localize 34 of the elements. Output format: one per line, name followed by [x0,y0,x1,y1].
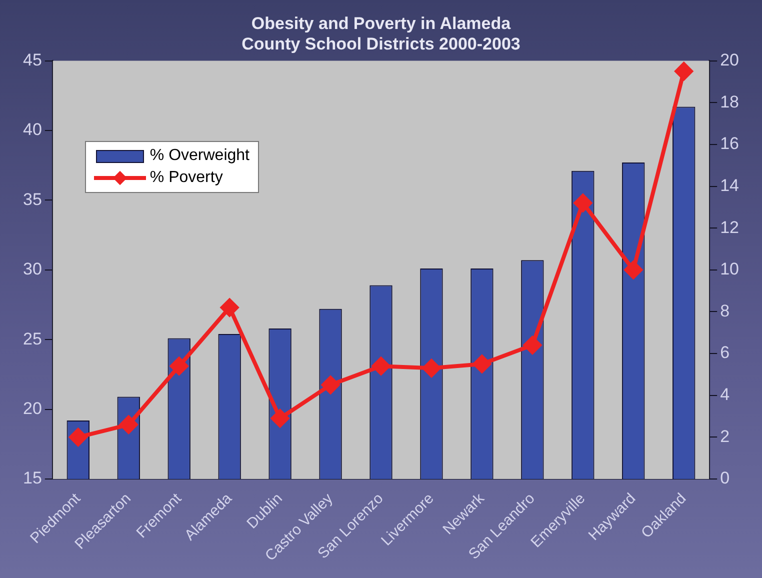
point [674,62,693,80]
y2-tick-label: 4 [720,385,730,404]
point [220,298,239,317]
y2-tick-label: 20 [720,50,740,70]
y-tick-label: 40 [22,120,42,140]
y-tick-label: 20 [22,398,42,418]
y2-tick-label: 0 [720,468,730,488]
y-tick-label: 25 [22,329,42,348]
y-tick-label: 45 [22,50,42,70]
point [574,194,592,212]
y2-tick-label: 10 [720,260,740,279]
point [271,409,290,428]
point [372,357,390,376]
legend-label: % Overweight [150,146,250,166]
y2-tick-label: 2 [720,426,730,446]
y2-tick-label: 6 [720,343,730,362]
point [624,260,642,279]
legend-label: % Poverty [150,168,223,188]
point [322,376,340,394]
point [170,357,188,376]
point [69,428,88,446]
y2-tick-label: 16 [720,134,740,154]
point [472,354,491,373]
y-tick-label: 15 [22,468,42,488]
y2-tick-label: 12 [720,218,740,237]
y-tick-label: 35 [22,190,42,209]
y2-tick-label: 18 [720,92,740,112]
point [523,336,542,354]
point [422,359,440,378]
y2-tick-label: 14 [720,176,740,195]
y2-tick-label: 8 [720,301,730,320]
chart-title: Obesity and Poverty in Alameda County School Districts 2000-2003 [242,14,520,54]
point [120,416,138,434]
y-tick-label: 30 [22,260,42,279]
